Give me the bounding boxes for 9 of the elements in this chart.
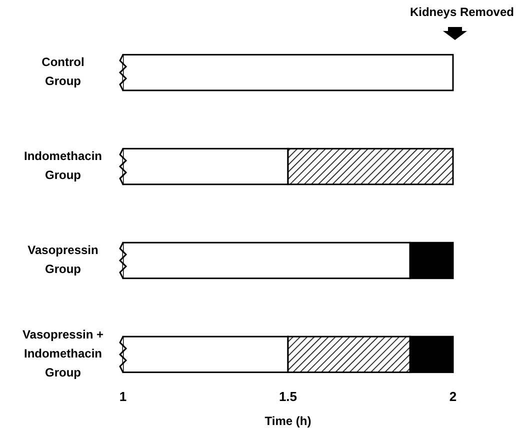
y-tick-label: Indomethacin Group [24,149,102,182]
x-tick-label: 2 [449,389,457,404]
x-tick-label: 1.5 [278,389,298,404]
x-tick-label: 1 [119,389,127,404]
y-tick-label: Vasopressin Group [28,243,98,276]
y-tick-label: Control Group [42,55,84,88]
text: Kidneys Removed [410,5,514,19]
x-axis-title: Time (h) [264,414,312,428]
y-tick-label: Vasopressin + Indomethacin Group [22,328,104,380]
